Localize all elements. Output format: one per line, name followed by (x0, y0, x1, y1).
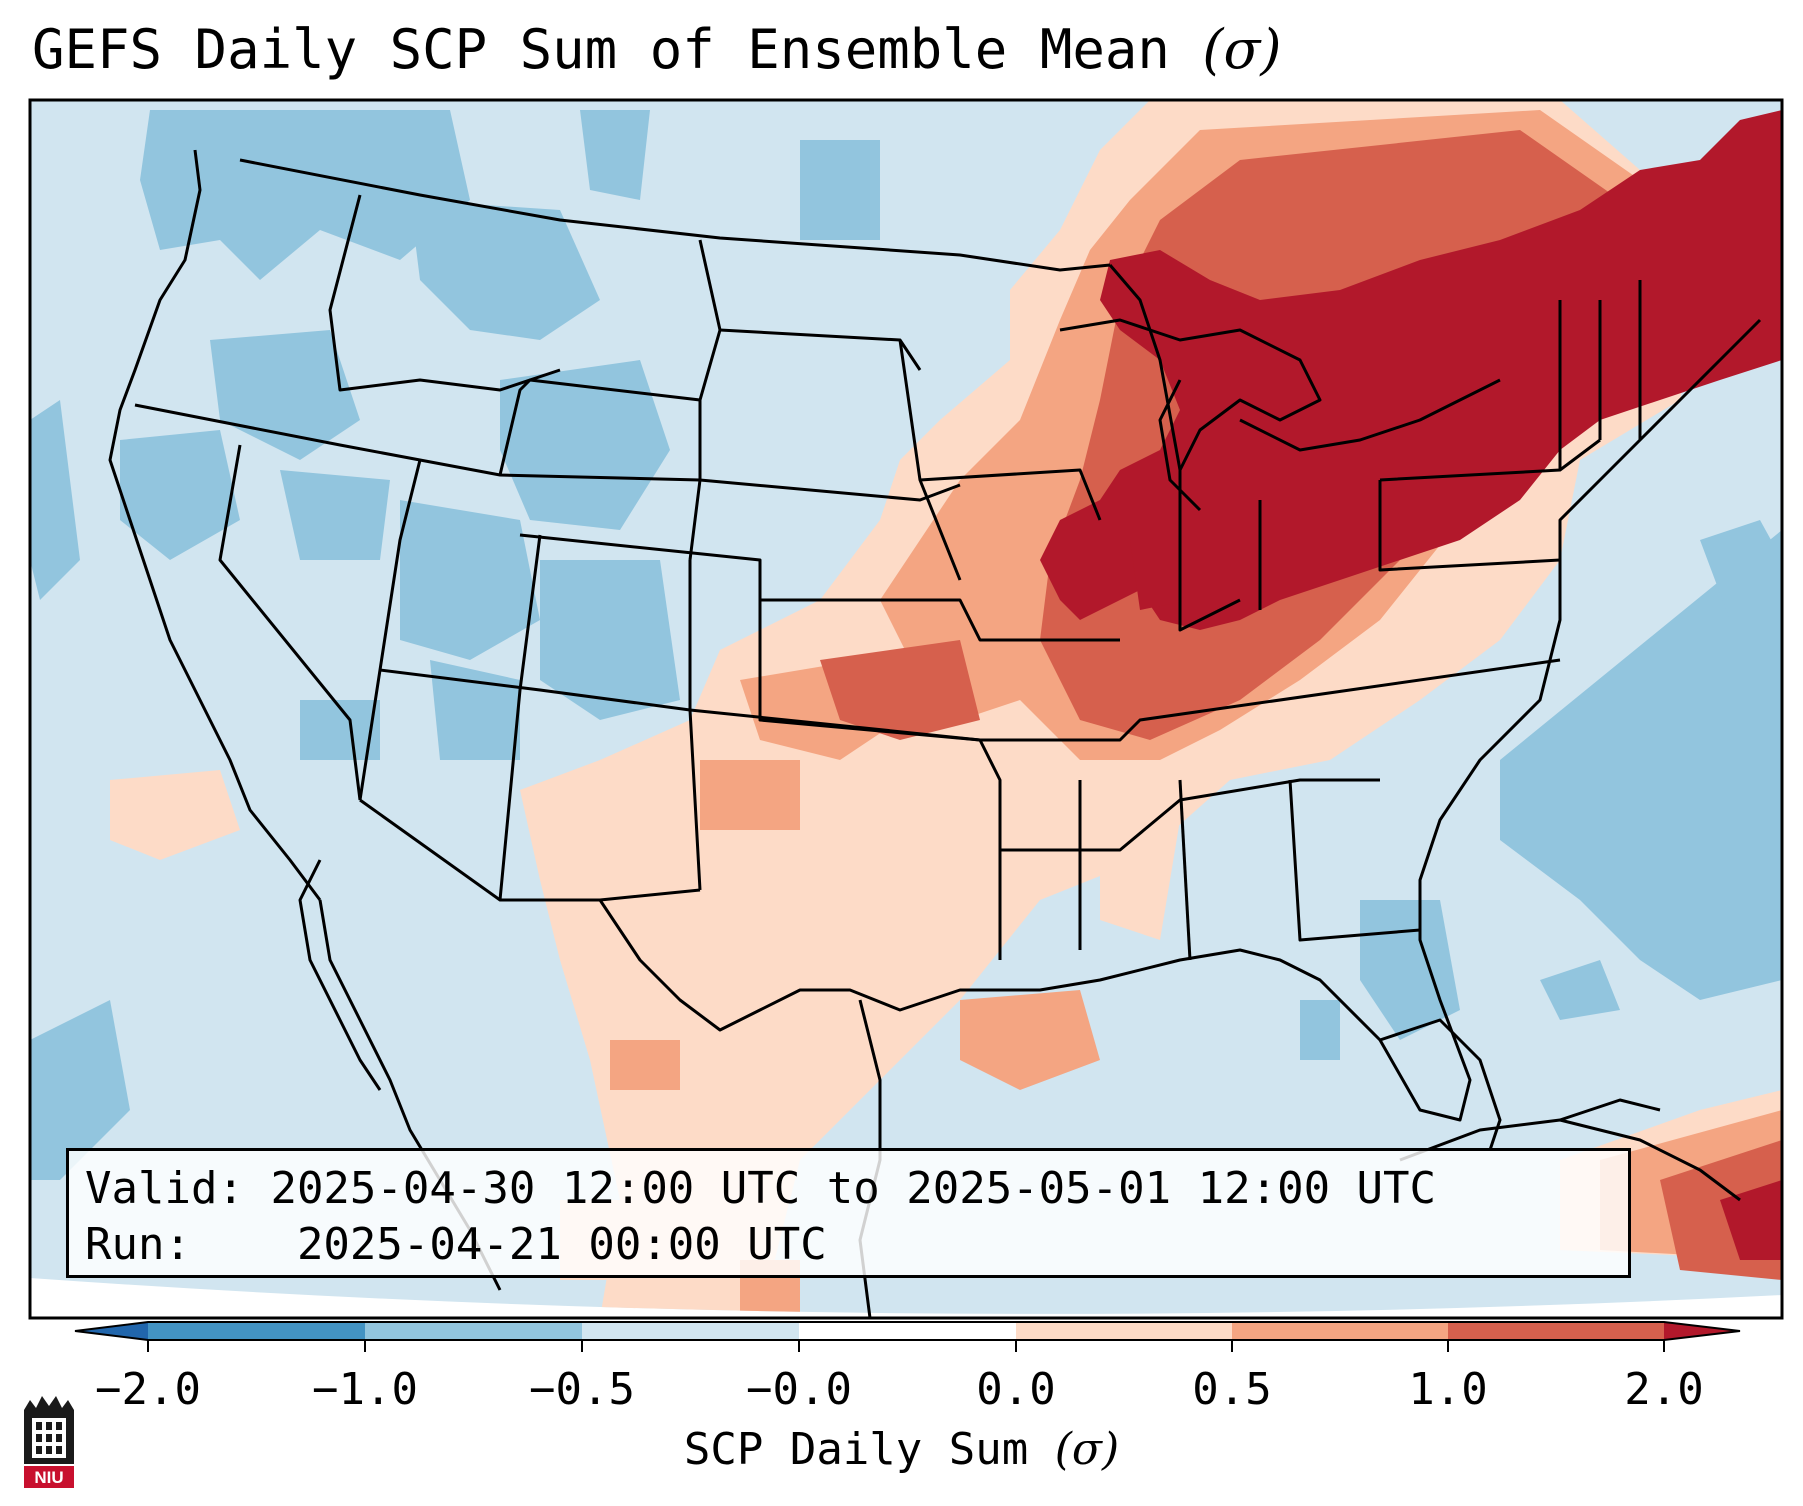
colorbar-label: SCP Daily Sum (σ) (0, 1424, 1803, 1475)
colorbar-tick-label: −0.0 (746, 1364, 852, 1415)
colorbar-tick-label: 2.0 (1624, 1364, 1704, 1415)
valid-label: Valid: (85, 1163, 244, 1214)
colorbar-label-text: SCP Daily Sum (683, 1424, 1029, 1475)
colorbar-extend-low (75, 1322, 148, 1340)
run-label: Run: (85, 1219, 191, 1270)
map-frame (28, 98, 1784, 1320)
valid-value: 2025-04-30 12:00 UTC to 2025-05-01 12:00… (270, 1163, 1437, 1214)
colorbar-label-sigma: (σ) (1054, 1424, 1120, 1475)
title-sigma: (σ) (1202, 18, 1282, 81)
colorbar-segment-7 (1448, 1322, 1664, 1340)
field-band-pos-max (1040, 110, 1782, 1260)
colorbar (74, 1321, 1741, 1352)
colorbar-tick-label: 0.0 (976, 1364, 1056, 1415)
field-band-neg (30, 110, 1782, 1180)
colorbar-segment-2 (365, 1322, 582, 1340)
colorbar-segment-5 (1016, 1322, 1232, 1340)
colorbar-segment-3 (582, 1322, 799, 1340)
colorbar-tick-label: 0.5 (1192, 1364, 1272, 1415)
colorbar-tick-label: −2.0 (95, 1364, 201, 1415)
colorbar-tick-label: −0.5 (529, 1364, 635, 1415)
logo-text: NIU (34, 1468, 63, 1487)
run-value: 2025-04-21 00:00 UTC (296, 1219, 827, 1270)
colorbar-tick-label: −1.0 (312, 1364, 418, 1415)
colorbar-extend-high (1664, 1322, 1740, 1340)
map-title: GEFS Daily SCP Sum of Ensemble Mean (σ) (32, 18, 1281, 81)
scp-field (30, 100, 1782, 1318)
valid-run-info-box: Valid: 2025-04-30 12:00 UTC to 2025-05-0… (66, 1148, 1631, 1278)
state-borders (108, 149, 1762, 1318)
colorbar-segment-6 (1232, 1322, 1448, 1340)
title-text: GEFS Daily SCP Sum of Ensemble Mean (32, 18, 1170, 81)
niu-logo: NIU (24, 1396, 74, 1488)
colorbar-segment-1 (148, 1322, 365, 1340)
colorbar-tick-label: 1.0 (1408, 1364, 1488, 1415)
colorbar-segment-4 (799, 1322, 1016, 1340)
